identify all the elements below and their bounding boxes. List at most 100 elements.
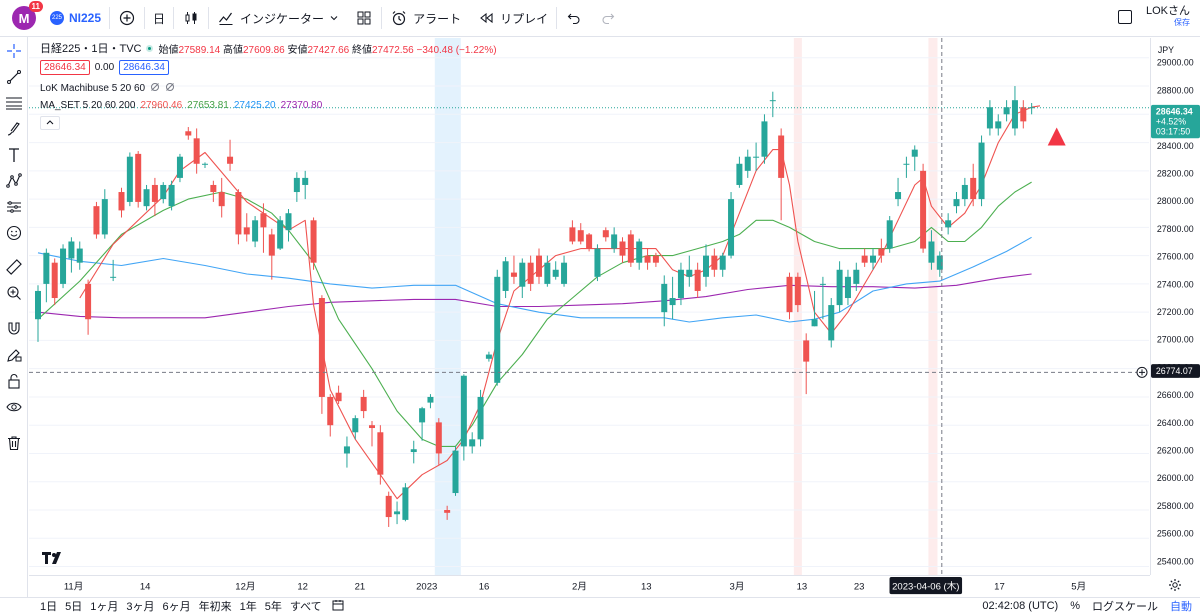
candle-up[interactable] xyxy=(819,276,826,320)
candle-up[interactable] xyxy=(293,172,300,202)
candle-up[interactable] xyxy=(460,374,467,461)
candle-up[interactable] xyxy=(953,192,960,214)
buy-button[interactable]: 28646.34 xyxy=(119,60,169,75)
candle-up[interactable] xyxy=(502,257,509,299)
candle-down[interactable] xyxy=(185,127,192,140)
candle-up[interactable] xyxy=(561,255,568,287)
candle-down[interactable] xyxy=(652,252,659,267)
candle-up[interactable] xyxy=(995,114,1002,136)
candle-down[interactable] xyxy=(861,248,868,267)
candle-down[interactable] xyxy=(135,151,142,208)
candle-up[interactable] xyxy=(870,248,876,270)
candle-up[interactable] xyxy=(168,180,175,211)
candle-down[interactable] xyxy=(536,248,542,284)
candle-up[interactable] xyxy=(285,208,292,242)
date-range-picker-icon[interactable] xyxy=(332,599,344,614)
candle-up[interactable] xyxy=(176,153,183,183)
candle-up[interactable] xyxy=(76,241,83,270)
candle-up[interactable] xyxy=(853,262,860,291)
prediction-tool[interactable] xyxy=(3,197,25,219)
candle-up[interactable] xyxy=(928,230,935,270)
hidden-eye-icon[interactable] xyxy=(165,82,175,95)
candle-down[interactable] xyxy=(193,128,200,174)
candle-down[interactable] xyxy=(227,139,234,171)
candle-up[interactable] xyxy=(101,189,108,239)
chart-settings-button[interactable] xyxy=(1168,578,1182,595)
candle-up[interactable] xyxy=(828,298,835,348)
interval-button[interactable]: 日 xyxy=(145,0,173,37)
candle-up[interactable] xyxy=(736,156,743,188)
candle-up[interactable] xyxy=(160,182,167,204)
candle-up[interactable] xyxy=(410,440,417,464)
candle-up[interactable] xyxy=(477,389,484,447)
chart-title[interactable]: 日経225・1日・TVC xyxy=(40,43,142,55)
candle-up[interactable] xyxy=(110,259,117,282)
candle-up[interactable] xyxy=(703,244,709,287)
candle-up[interactable] xyxy=(402,483,409,522)
fullscreen-icon[interactable] xyxy=(1117,10,1132,24)
candle-down[interactable] xyxy=(778,128,785,221)
remove-tool[interactable] xyxy=(3,433,25,455)
candle-up[interactable] xyxy=(452,446,459,496)
candle-down[interactable] xyxy=(569,220,576,245)
tradingview-logo[interactable] xyxy=(42,552,66,567)
date-range-button[interactable]: 5日 xyxy=(65,601,83,613)
candle-down[interactable] xyxy=(360,389,367,419)
emoji-tool[interactable] xyxy=(3,223,25,245)
candle-up[interactable] xyxy=(394,501,401,525)
candle-down[interactable] xyxy=(711,248,718,277)
candle-down[interactable] xyxy=(268,228,275,280)
candle-up[interactable] xyxy=(611,227,618,253)
candle-up[interactable] xyxy=(60,244,67,289)
candle-up[interactable] xyxy=(68,237,75,273)
candle-up[interactable] xyxy=(419,406,426,441)
candle-down[interactable] xyxy=(85,279,92,335)
sell-button[interactable]: 28646.34 xyxy=(40,60,90,75)
candle-up[interactable] xyxy=(945,213,952,235)
candle-down[interactable] xyxy=(243,213,250,242)
avatar[interactable]: M 11 xyxy=(12,1,43,30)
lock-tool[interactable] xyxy=(3,371,25,393)
candle-up[interactable] xyxy=(978,135,985,207)
candle-down[interactable] xyxy=(794,272,801,313)
date-range-button[interactable]: 1ヶ月 xyxy=(90,601,119,613)
candle-down[interactable] xyxy=(369,420,375,447)
user-menu[interactable]: M 11 xyxy=(0,0,44,37)
zoom-tool[interactable] xyxy=(3,283,25,305)
candle-up[interactable] xyxy=(302,170,309,200)
candle-up[interactable] xyxy=(544,255,551,287)
candle-up[interactable] xyxy=(836,261,843,313)
candle-down[interactable] xyxy=(602,227,609,242)
candle-down[interactable] xyxy=(1020,100,1027,129)
candle-down[interactable] xyxy=(260,203,267,253)
candle-up[interactable] xyxy=(811,290,818,327)
brush-tool[interactable] xyxy=(3,119,25,141)
candle-down[interactable] xyxy=(327,394,334,437)
collapse-legend-button[interactable] xyxy=(40,116,60,130)
save-layout-button[interactable]: LOKさん 保存 xyxy=(1146,5,1190,29)
candle-down[interactable] xyxy=(619,237,626,263)
candle-down[interactable] xyxy=(577,223,584,245)
candle-down[interactable] xyxy=(644,248,651,270)
candle-down[interactable] xyxy=(318,295,325,414)
auto-scale-toggle[interactable]: 自動 xyxy=(1170,601,1192,613)
candle-up[interactable] xyxy=(252,216,259,248)
candle-up[interactable] xyxy=(936,251,943,277)
candle-up[interactable] xyxy=(35,285,41,342)
candle-up[interactable] xyxy=(636,238,643,270)
currency-label[interactable]: JPY xyxy=(1158,45,1174,55)
percent-toggle[interactable]: % xyxy=(1070,600,1080,612)
undo-button[interactable] xyxy=(557,0,591,37)
trendline-tool[interactable] xyxy=(3,67,25,89)
candle-up[interactable] xyxy=(343,436,350,468)
candle-down[interactable] xyxy=(920,163,927,253)
candle-down[interactable] xyxy=(803,333,810,395)
fib-tool[interactable] xyxy=(3,93,25,115)
candle-up[interactable] xyxy=(552,261,559,280)
candle-down[interactable] xyxy=(444,505,451,520)
redo-button[interactable] xyxy=(591,0,625,37)
candle-up[interactable] xyxy=(844,269,851,306)
alert-button[interactable]: アラート xyxy=(382,0,469,37)
stay-drawing-tool[interactable] xyxy=(3,345,25,367)
candle-up[interactable] xyxy=(43,248,50,303)
